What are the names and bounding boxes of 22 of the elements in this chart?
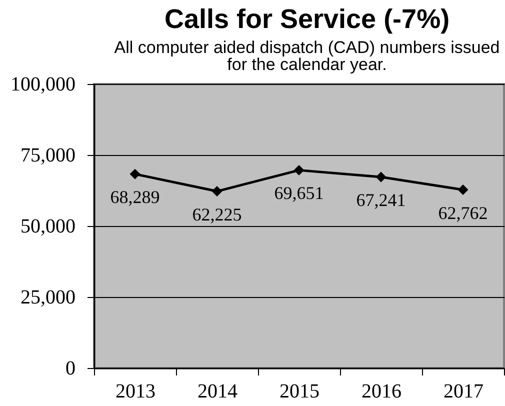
y-tick-label: 50,000 xyxy=(20,216,76,238)
data-label: 68,289 xyxy=(110,187,160,208)
point xyxy=(212,186,222,197)
data-label: 62,225 xyxy=(192,204,242,224)
point xyxy=(130,168,140,180)
x-tick-label: 2014 xyxy=(198,380,238,402)
point xyxy=(294,164,304,176)
y-tick-label: 25,000 xyxy=(20,286,76,308)
x-tick-label: 2015 xyxy=(280,380,320,402)
data-label: 67,241 xyxy=(356,190,406,210)
point xyxy=(376,172,386,182)
x-tick-label: 2016 xyxy=(362,380,402,402)
y-tick-label: 100,000 xyxy=(10,74,76,96)
chart-subtitle: All computer aided dispatch (CAD) numbers issued for the calendar year. xyxy=(114,38,500,74)
y-tick-label: 0 xyxy=(66,358,76,380)
data-label: 62,762 xyxy=(438,202,488,223)
x-tick-label: 2017 xyxy=(444,380,484,402)
chart-title: Calls for Service (-7%) xyxy=(164,4,450,34)
x-tick-label: 2013 xyxy=(116,380,156,402)
data-label: 69,651 xyxy=(274,183,324,204)
y-tick-label: 75,000 xyxy=(20,144,76,166)
point xyxy=(458,184,468,195)
